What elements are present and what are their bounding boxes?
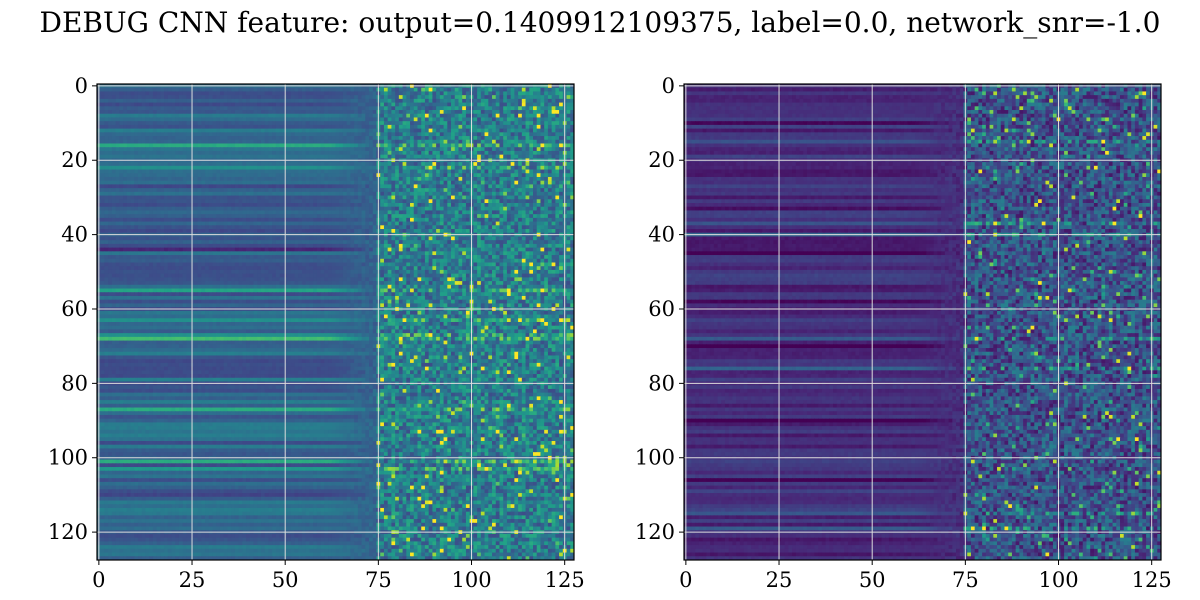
x-tick-label: 75: [365, 568, 392, 592]
x-tick-label: 100: [451, 568, 491, 592]
heatmap-cells: [97, 84, 574, 560]
y-tick-label: 0: [75, 74, 88, 98]
y-tick-label: 80: [648, 371, 675, 395]
x-tick-label: 75: [952, 568, 979, 592]
y-tick-label: 60: [61, 297, 88, 321]
y-tick-label: 60: [648, 297, 675, 321]
y-tick-label: 80: [61, 371, 88, 395]
x-tick-label: 125: [1132, 568, 1172, 592]
heatmap-left: 0 25 50 75 100 125 0 20 40 60 80 100 120: [48, 74, 585, 592]
x-tick-label: 0: [679, 568, 692, 592]
y-tick-label: 20: [61, 148, 88, 172]
heatmap-right: 0 25 50 75 100 125 0 20 40 60 80 100 120: [635, 74, 1172, 592]
axes-frame: [683, 83, 1162, 561]
y-tick-label: 100: [635, 446, 675, 470]
heatmap-cells: [684, 84, 1161, 560]
y-tick-label: 120: [635, 520, 675, 544]
x-tick-label: 50: [272, 568, 299, 592]
y-tick-label: 40: [61, 223, 88, 247]
y-tick-label: 0: [662, 74, 675, 98]
y-tick-label: 120: [48, 520, 88, 544]
x-tick-label: 125: [545, 568, 585, 592]
x-tick-label: 50: [859, 568, 886, 592]
y-tick-label: 20: [648, 148, 675, 172]
x-tick-label: 0: [92, 568, 105, 592]
y-tick-label: 100: [48, 446, 88, 470]
y-tick-label: 40: [648, 223, 675, 247]
figure-title: DEBUG CNN feature: output=0.140991210937…: [0, 6, 1200, 39]
x-tick-label: 100: [1038, 568, 1078, 592]
x-tick-label: 25: [766, 568, 793, 592]
x-tick-label: 25: [179, 568, 206, 592]
axes-frame: [96, 83, 575, 561]
